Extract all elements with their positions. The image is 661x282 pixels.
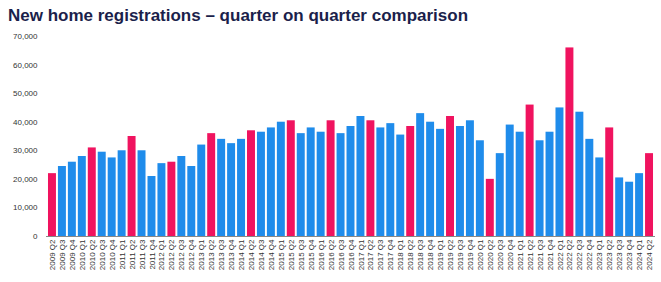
- svg-text:2023 Q3: 2023 Q3: [615, 239, 624, 270]
- svg-text:2016 Q3: 2016 Q3: [337, 239, 346, 270]
- svg-text:10,000: 10,000: [13, 203, 38, 212]
- svg-text:2014 Q3: 2014 Q3: [257, 239, 266, 270]
- svg-text:2014 Q2: 2014 Q2: [247, 239, 256, 270]
- svg-text:2016 Q2: 2016 Q2: [327, 239, 336, 270]
- svg-text:2023 Q2: 2023 Q2: [605, 239, 614, 270]
- svg-text:2014 Q4: 2014 Q4: [267, 239, 276, 270]
- svg-text:2017 Q3: 2017 Q3: [376, 239, 385, 270]
- svg-text:0: 0: [33, 232, 38, 241]
- svg-text:2009 Q4: 2009 Q4: [68, 239, 77, 270]
- svg-text:2015 Q2: 2015 Q2: [287, 239, 296, 270]
- svg-text:2017 Q2: 2017 Q2: [366, 239, 375, 270]
- svg-text:2019 Q1: 2019 Q1: [436, 239, 445, 270]
- svg-text:2011 Q1: 2011 Q1: [118, 239, 127, 270]
- svg-text:2012 Q3: 2012 Q3: [177, 239, 186, 270]
- svg-text:2021 Q1: 2021 Q1: [516, 239, 525, 270]
- svg-text:2022 Q1: 2022 Q1: [556, 239, 565, 270]
- svg-text:2013 Q3: 2013 Q3: [217, 239, 226, 270]
- svg-text:2010 Q3: 2010 Q3: [98, 239, 107, 270]
- svg-text:2014 Q1: 2014 Q1: [237, 239, 246, 270]
- svg-text:70,000: 70,000: [13, 32, 38, 41]
- svg-text:2011 Q4: 2011 Q4: [148, 239, 157, 270]
- svg-text:2020 Q4: 2020 Q4: [506, 239, 515, 270]
- svg-text:2015 Q3: 2015 Q3: [297, 239, 306, 270]
- svg-text:60,000: 60,000: [13, 61, 38, 70]
- svg-text:2024 Q2: 2024 Q2: [645, 239, 654, 270]
- svg-text:20,000: 20,000: [13, 175, 38, 184]
- svg-text:2011 Q2: 2011 Q2: [128, 239, 137, 270]
- svg-text:2013 Q4: 2013 Q4: [227, 239, 236, 270]
- svg-text:2012 Q1: 2012 Q1: [157, 239, 166, 270]
- svg-text:2013 Q2: 2013 Q2: [207, 239, 216, 270]
- svg-text:2019 Q3: 2019 Q3: [456, 239, 465, 270]
- svg-text:2021 Q3: 2021 Q3: [536, 239, 545, 270]
- svg-text:2015 Q1: 2015 Q1: [277, 239, 286, 270]
- svg-text:2022 Q4: 2022 Q4: [585, 239, 594, 270]
- svg-text:30,000: 30,000: [13, 146, 38, 155]
- svg-text:2022 Q3: 2022 Q3: [575, 239, 584, 270]
- svg-text:2018 Q1: 2018 Q1: [396, 239, 405, 270]
- svg-text:2021 Q4: 2021 Q4: [546, 239, 555, 270]
- svg-text:2024 Q1: 2024 Q1: [635, 239, 644, 270]
- svg-text:2017 Q1: 2017 Q1: [357, 239, 366, 270]
- svg-text:2021 Q2: 2021 Q2: [526, 239, 535, 270]
- svg-text:2009 Q2: 2009 Q2: [48, 239, 57, 270]
- svg-text:2010 Q4: 2010 Q4: [108, 239, 117, 270]
- svg-text:2019 Q2: 2019 Q2: [446, 239, 455, 270]
- svg-text:2011 Q3: 2011 Q3: [138, 239, 147, 270]
- svg-text:2020 Q3: 2020 Q3: [496, 239, 505, 270]
- svg-text:2016 Q1: 2016 Q1: [317, 239, 326, 270]
- svg-text:2020 Q2: 2020 Q2: [486, 239, 495, 270]
- svg-text:2018 Q4: 2018 Q4: [426, 239, 435, 270]
- svg-text:2013 Q1: 2013 Q1: [197, 239, 206, 270]
- svg-text:2010 Q2: 2010 Q2: [88, 239, 97, 270]
- svg-text:2023 Q1: 2023 Q1: [595, 239, 604, 270]
- html-text:New home registrations – quart: New home registrations – quarter on quar…: [8, 6, 468, 25]
- svg-text:2023 Q4: 2023 Q4: [625, 239, 634, 270]
- svg-text:2009 Q3: 2009 Q3: [58, 239, 67, 270]
- svg-text:2012 Q4: 2012 Q4: [187, 239, 196, 270]
- svg-text:2012 Q2: 2012 Q2: [167, 239, 176, 270]
- svg-text:2015 Q4: 2015 Q4: [307, 239, 316, 270]
- svg-text:2019 Q4: 2019 Q4: [466, 239, 475, 270]
- svg-text:2022 Q2: 2022 Q2: [565, 239, 574, 270]
- svg-text:2016 Q4: 2016 Q4: [347, 239, 356, 270]
- svg-text:2020 Q1: 2020 Q1: [476, 239, 485, 270]
- svg-text:2017 Q4: 2017 Q4: [386, 239, 395, 270]
- svg-text:2018 Q3: 2018 Q3: [416, 239, 425, 270]
- svg-text:40,000: 40,000: [13, 118, 38, 127]
- svg-text:50,000: 50,000: [13, 89, 38, 98]
- svg-text:2018 Q2: 2018 Q2: [406, 239, 415, 270]
- svg-text:2010 Q1: 2010 Q1: [78, 239, 87, 270]
